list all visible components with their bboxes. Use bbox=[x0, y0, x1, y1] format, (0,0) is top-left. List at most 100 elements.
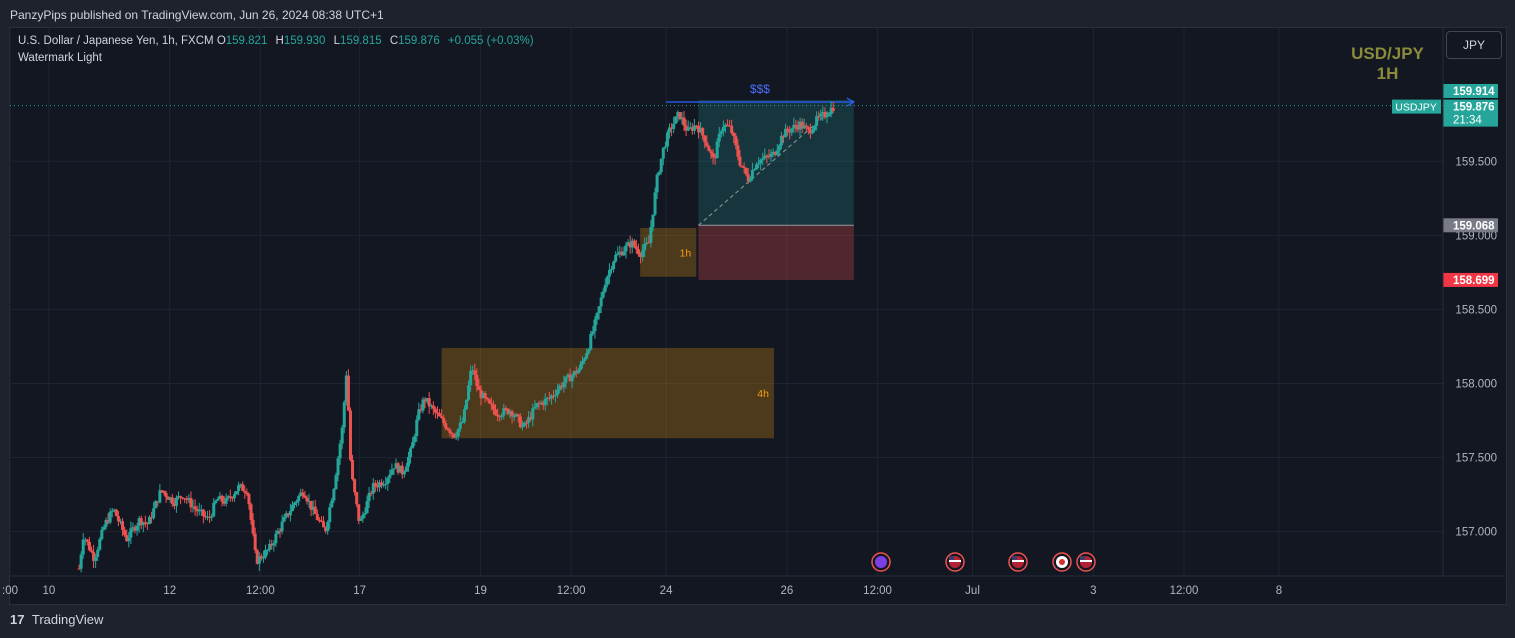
candle-up bbox=[365, 501, 369, 514]
currency-button[interactable]: JPY bbox=[1446, 31, 1502, 59]
candle-down bbox=[800, 121, 804, 129]
candle-up bbox=[168, 497, 172, 500]
candle-down bbox=[89, 550, 93, 552]
time-tick-label: 12:00 bbox=[1170, 585, 1199, 597]
candle-down bbox=[380, 482, 384, 486]
candle-down bbox=[440, 416, 444, 418]
price-badge-target bbox=[1443, 83, 1498, 98]
time-tick-label: 10 bbox=[42, 585, 55, 597]
us-flag-event-icon[interactable] bbox=[1076, 552, 1096, 572]
candle-down bbox=[222, 501, 226, 504]
candle-up bbox=[377, 482, 381, 488]
chart-pane[interactable] bbox=[9, 27, 1507, 605]
candle-down bbox=[375, 486, 379, 488]
us-flag-canton bbox=[1012, 556, 1017, 560]
us-flag-event-icon[interactable] bbox=[945, 552, 965, 572]
candle-up bbox=[755, 164, 759, 170]
time-tick-label: :00 bbox=[2, 585, 18, 597]
candle-up bbox=[199, 509, 203, 511]
candle-down bbox=[303, 495, 307, 498]
candle-up bbox=[813, 125, 817, 131]
us-flag-event-icon[interactable] bbox=[1008, 552, 1028, 572]
candle-up bbox=[570, 375, 574, 382]
symbol-badge bbox=[1392, 99, 1441, 114]
candle-down bbox=[670, 127, 674, 129]
candle-up bbox=[661, 147, 665, 159]
event-icons bbox=[871, 552, 1096, 572]
candle-down bbox=[740, 165, 744, 167]
zone-label: 1h bbox=[680, 247, 692, 259]
candle-down bbox=[431, 405, 435, 409]
candle-down bbox=[709, 151, 713, 154]
us-flag-stripe bbox=[949, 560, 961, 562]
candle-down bbox=[450, 432, 454, 434]
candle-down bbox=[808, 129, 812, 134]
candle-up bbox=[276, 530, 280, 534]
high-label: H bbox=[275, 35, 284, 47]
candle-up bbox=[531, 408, 535, 420]
candle-up bbox=[290, 505, 294, 512]
candle-down bbox=[568, 374, 572, 382]
high-value: 159.930 bbox=[283, 35, 326, 47]
candle-down bbox=[794, 124, 798, 127]
indicator-label[interactable]: Watermark Light bbox=[18, 52, 102, 64]
candle-down bbox=[309, 500, 313, 510]
candle-up bbox=[338, 443, 342, 459]
candle-up bbox=[715, 141, 719, 159]
us-flag-stripe bbox=[1012, 560, 1024, 562]
candle-down bbox=[639, 254, 643, 257]
candle-up bbox=[108, 511, 112, 523]
candle-up bbox=[232, 494, 236, 499]
candle-up bbox=[581, 361, 585, 365]
candle-down bbox=[286, 513, 290, 516]
price-tick-label: 157.500 bbox=[1455, 453, 1497, 465]
candle-down bbox=[489, 403, 493, 405]
candle-up bbox=[386, 478, 390, 484]
candle-down bbox=[552, 395, 556, 397]
candle-down bbox=[228, 496, 232, 498]
candle-up bbox=[264, 549, 268, 558]
candle-up bbox=[392, 468, 396, 470]
candle-down bbox=[179, 496, 183, 498]
lightning-event-icon[interactable] bbox=[871, 552, 891, 572]
candle-up bbox=[481, 393, 485, 399]
candle-down bbox=[396, 463, 400, 473]
candle-up bbox=[384, 483, 388, 485]
japan-flag-event-icon[interactable] bbox=[1052, 552, 1072, 572]
price-badge-label: 159.914 bbox=[1453, 86, 1495, 98]
candle-up bbox=[388, 474, 392, 479]
candle-down bbox=[351, 459, 355, 480]
candle-up bbox=[601, 291, 605, 298]
candle-up bbox=[556, 389, 560, 395]
candle-up bbox=[674, 116, 678, 124]
candle-up bbox=[752, 169, 756, 171]
candle-up bbox=[464, 399, 468, 410]
candle-up bbox=[827, 114, 831, 117]
candle-down bbox=[133, 527, 137, 531]
candle-up bbox=[784, 128, 788, 138]
candle-down bbox=[537, 403, 541, 405]
candle-down bbox=[139, 518, 143, 525]
candle-down bbox=[278, 530, 282, 532]
candle-up bbox=[334, 475, 338, 490]
candle-up bbox=[413, 436, 417, 443]
candle-down bbox=[170, 497, 174, 504]
candle-down bbox=[106, 519, 110, 523]
candle-up bbox=[187, 498, 191, 500]
candle-up bbox=[158, 490, 162, 503]
candle-down bbox=[203, 516, 207, 518]
candle-up bbox=[429, 405, 433, 407]
candle-down bbox=[301, 492, 305, 496]
candle-up bbox=[467, 385, 471, 400]
candle-down bbox=[682, 117, 686, 126]
time-tick-label: 8 bbox=[1276, 585, 1282, 597]
long-position-tool: $$$ bbox=[666, 82, 856, 280]
candle-down bbox=[525, 422, 529, 424]
candle-up bbox=[583, 358, 587, 362]
candle-up bbox=[779, 135, 783, 146]
candle-up bbox=[769, 153, 773, 157]
price-badge-entry bbox=[1443, 218, 1498, 233]
candle-down bbox=[114, 509, 118, 517]
candle-down bbox=[773, 151, 777, 155]
